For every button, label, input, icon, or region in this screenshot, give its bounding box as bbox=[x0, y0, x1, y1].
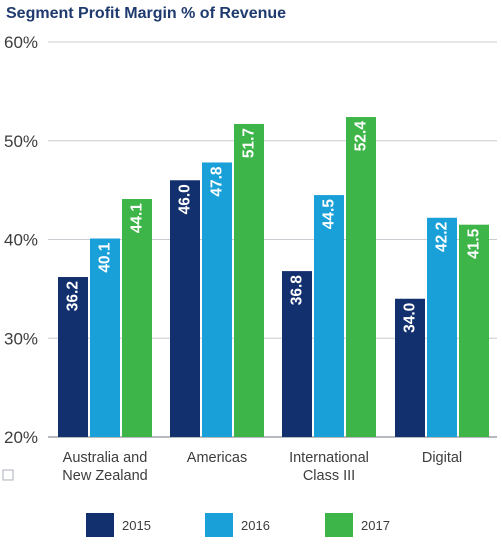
legend-label: 2016 bbox=[241, 518, 270, 533]
legend-label: 2015 bbox=[122, 518, 151, 533]
bar-2017 bbox=[346, 117, 376, 438]
bar-2015 bbox=[282, 271, 312, 437]
y-axis-ticks: 20% 30% 40% 50% 60% bbox=[4, 33, 38, 447]
y-tick-label: 20% bbox=[4, 428, 38, 447]
y-tick-label: 50% bbox=[4, 132, 38, 151]
bar-2016 bbox=[202, 162, 232, 437]
category-labels: Australia and New Zealand Americas Internat… bbox=[62, 450, 462, 484]
bar-2015 bbox=[395, 298, 425, 437]
bar-value-label: 41.5 bbox=[466, 228, 483, 259]
category-label: Australia and bbox=[63, 450, 148, 466]
bar-value-label: 36.2 bbox=[65, 281, 82, 311]
legend: 2015 2016 2017 bbox=[86, 513, 390, 537]
chart-title: Segment Profit Margin % of Revenue bbox=[6, 5, 286, 22]
bar-value-label: 34.0 bbox=[402, 303, 419, 333]
bar-value-label: 36.8 bbox=[289, 275, 306, 306]
y-tick-label: 60% bbox=[4, 33, 38, 52]
bar-2017 bbox=[122, 199, 152, 437]
category-label: Class III bbox=[303, 468, 355, 484]
bar-value-label: 40.1 bbox=[97, 242, 114, 273]
bar-2017 bbox=[459, 224, 489, 437]
bar-2015 bbox=[170, 180, 200, 437]
small-square-marker bbox=[2, 469, 14, 481]
bar-2016 bbox=[427, 217, 457, 437]
bar-value-label: 42.2 bbox=[434, 222, 451, 252]
category-label: Digital bbox=[422, 450, 462, 466]
bar-value-label: 51.7 bbox=[241, 128, 258, 158]
y-tick-label: 40% bbox=[4, 231, 38, 250]
category-label: Americas bbox=[187, 450, 247, 466]
bar-value-label: 44.5 bbox=[321, 199, 338, 230]
category-label: International bbox=[289, 450, 369, 466]
bar-value-label: 44.1 bbox=[129, 203, 146, 234]
bar-2016 bbox=[90, 238, 120, 437]
legend-swatch-2017 bbox=[325, 513, 353, 537]
legend-swatch-2015 bbox=[86, 513, 114, 537]
bar-2017 bbox=[234, 123, 264, 438]
bar-value-label: 47.8 bbox=[209, 166, 226, 197]
bar-value-label: 46.0 bbox=[177, 184, 194, 214]
bar-2016 bbox=[314, 195, 344, 437]
bar-value-label: 52.4 bbox=[353, 121, 370, 152]
bars: 36.2 46.0 36.8 34.0 40.1 47.8 44.5 42.2 44.1 51.7… bbox=[58, 117, 489, 438]
bar-2015 bbox=[58, 277, 88, 437]
category-label: New Zealand bbox=[62, 468, 147, 484]
legend-label: 2017 bbox=[361, 518, 390, 533]
legend-swatch-2016 bbox=[205, 513, 233, 537]
y-tick-label: 30% bbox=[4, 329, 38, 348]
